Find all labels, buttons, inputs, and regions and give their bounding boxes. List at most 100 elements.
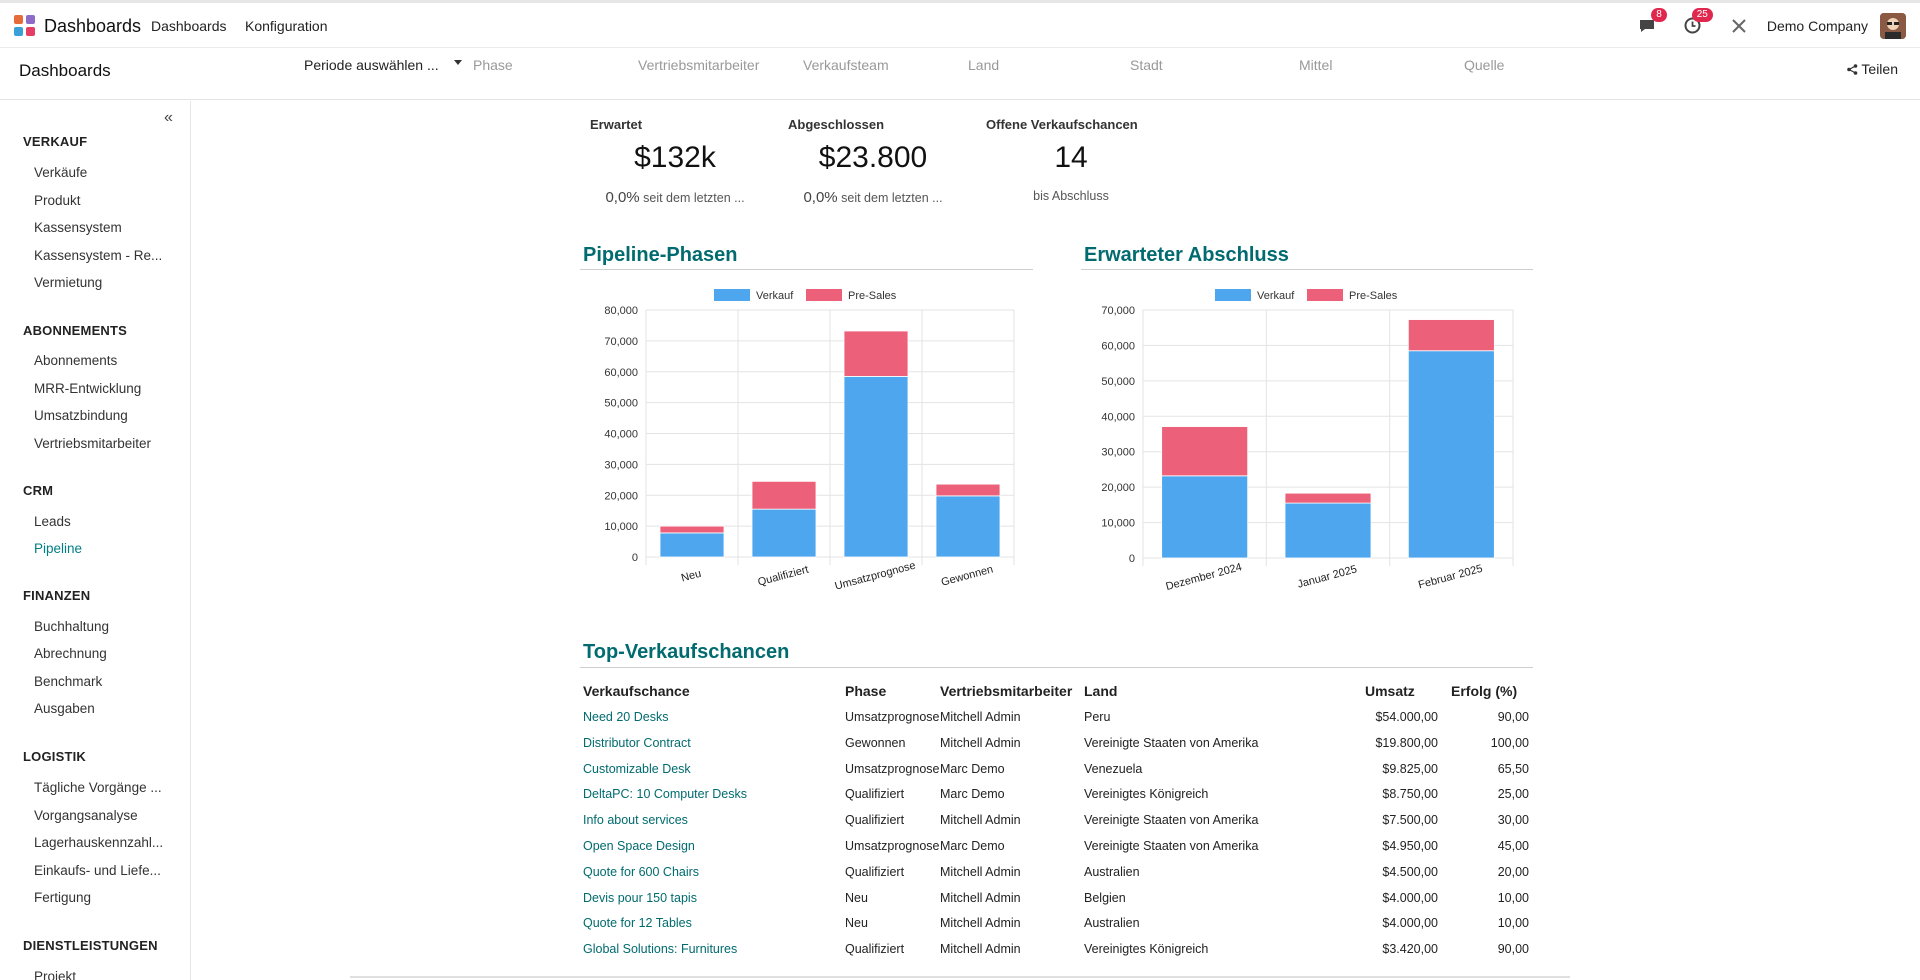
kpi-trend-pct: 0,0% (605, 189, 640, 206)
x-tick-label: Qualifiziert (757, 564, 810, 589)
section-title-pipeline: Pipeline-Phasen (583, 244, 738, 266)
col-header-land[interactable]: Land (1084, 683, 1118, 699)
dashboards-app-icon[interactable] (14, 15, 36, 37)
app-title[interactable]: Dashboards (44, 16, 142, 36)
sidebar-item-buchhaltung[interactable]: Buchhaltung (34, 619, 110, 634)
table-row[interactable]: Devis pour 150 tapis Neu Mitchell Admin Bel… (583, 891, 1533, 917)
bar-presales (659, 525, 725, 534)
sidebar-item-verkaeufe[interactable]: Verkäufe (34, 165, 88, 180)
legend-label: Verkauf (756, 290, 794, 302)
table-row[interactable]: Global Solutions: Furnitures Qualifiziert… (583, 942, 1533, 968)
y-tick-label: 20,000 (1101, 482, 1135, 494)
share-button[interactable]: Teilen (1846, 61, 1898, 77)
cell-country: Vereinigte Staaten von Amerika (1084, 813, 1259, 828)
activities-clock-icon[interactable]: 25 (1683, 7, 1713, 36)
y-tick-label: 60,000 (604, 367, 638, 379)
sidebar-item-mrr-entwicklung[interactable]: MRR-Entwicklung (34, 381, 142, 396)
table-row[interactable]: DeltaPC: 10 Computer Desks Qualifiziert Ma… (583, 787, 1533, 813)
sidebar-item-taegliche-vorgaenge[interactable]: Tägliche Vorgänge ... (34, 780, 162, 795)
sidebar-item-umsatzbindung[interactable]: Umsatzbindung (34, 408, 128, 423)
table-row[interactable]: Distributor Contract Gewonnen Mitchell Adm… (583, 736, 1533, 762)
filter-phase[interactable]: Phase (473, 57, 513, 73)
section-divider (580, 269, 1033, 270)
cell-revenue: $7.500,00 (1382, 813, 1438, 828)
bar-presales (843, 330, 909, 377)
bar-presales (1284, 492, 1372, 504)
chart-erwarteter-abschluss[interactable]: Verkauf Pre-Sales 0 10,000 20,000 30,000 40,00… (1081, 282, 1533, 612)
systray: 8 25 Demo Company (1637, 3, 1920, 48)
filter-quelle[interactable]: Quelle (1464, 57, 1505, 73)
sidebar-item-ausgaben[interactable]: Ausgaben (34, 701, 95, 716)
sidebar-item-abrechnung[interactable]: Abrechnung (34, 646, 107, 661)
bar-verkauf (843, 375, 909, 558)
kpi-trend-text: seit dem letzten ... (643, 191, 745, 205)
cell-opportunity[interactable]: Distributor Contract (583, 735, 691, 750)
kpi-value: $23.800 (818, 141, 928, 174)
sidebar-item-pipeline[interactable]: Pipeline (34, 541, 83, 556)
sidebar-item-projekt[interactable]: Projekt (34, 969, 77, 980)
legend-swatch-1 (1307, 289, 1343, 301)
sidebar-item-produkt[interactable]: Produkt (34, 193, 81, 208)
bar-verkauf (1407, 350, 1495, 559)
user-avatar[interactable] (1880, 12, 1906, 39)
cell-salesperson: Marc Demo (940, 761, 1005, 776)
bar-verkauf (1284, 502, 1372, 559)
col-header-umsatz[interactable]: Umsatz (1365, 683, 1415, 699)
y-tick-label: 40,000 (604, 429, 638, 441)
cell-opportunity[interactable]: Need 20 Desks (583, 710, 669, 724)
sidebar-item-fertigung[interactable]: Fertigung (34, 890, 92, 905)
table-row[interactable]: Info about services Qualifiziert Mitchell … (583, 813, 1533, 839)
cell-opportunity[interactable]: Quote for 12 Tables (583, 916, 692, 931)
filter-stadt[interactable]: Stadt (1130, 57, 1163, 73)
sidebar-item-vertriebsmitarbeiter[interactable]: Vertriebsmitarbeiter (34, 436, 152, 451)
cell-opportunity[interactable]: Global Solutions: Furnitures (583, 942, 738, 957)
cell-revenue: $4.500,00 (1382, 864, 1438, 879)
cell-revenue: $4.000,00 (1382, 890, 1438, 905)
sidebar-item-vermietung[interactable]: Vermietung (34, 275, 103, 290)
sidebar-item-benchmark[interactable]: Benchmark (34, 674, 103, 689)
menu-dashboards[interactable]: Dashboards (151, 18, 227, 34)
company-switcher[interactable]: Demo Company (1766, 17, 1868, 34)
cell-probability: 90,00 (1497, 942, 1529, 957)
chevron-down-icon[interactable] (454, 60, 462, 65)
col-header-phase[interactable]: Phase (845, 683, 887, 699)
debug-tools-icon[interactable] (1729, 16, 1749, 36)
cell-country: Peru (1084, 710, 1111, 724)
filter-verkaufsteam[interactable]: Verkaufsteam (803, 57, 889, 73)
sidebar-item-kassensystem[interactable]: Kassensystem (34, 220, 122, 235)
sidebar-item-abonnements[interactable]: Abonnements (34, 353, 118, 368)
sidebar-item-vorgangsanalyse[interactable]: Vorgangsanalyse (34, 808, 138, 823)
table-row[interactable]: Open Space Design Umsatzprognose Marc Demo… (583, 839, 1533, 865)
chart-pipeline-phasen[interactable]: Verkauf Pre-Sales 0 10,000 20,000 30,000 40,00… (580, 282, 1020, 612)
table-row[interactable]: Customizable Desk Umsatzprognose Marc Demo… (583, 762, 1533, 788)
sidebar-item-kassensystem-re[interactable]: Kassensystem - Re... (34, 248, 163, 263)
filter-land[interactable]: Land (968, 57, 1000, 73)
filter-vertriebsmitarbeiter[interactable]: Vertriebsmitarbeiter (638, 57, 760, 73)
cell-opportunity[interactable]: Info about services (583, 813, 688, 828)
table-row[interactable]: Quote for 600 Chairs Qualifiziert Mitchell… (583, 865, 1533, 891)
table-row[interactable]: Need 20 Desks Umsatzprognose Mitchell Admi… (583, 710, 1533, 736)
sidebar-item-einkaufs-und-liefer[interactable]: Einkaufs- und Liefe... (34, 863, 161, 878)
x-tick-label: Neu (680, 568, 703, 585)
cell-salesperson: Mitchell Admin (940, 942, 1021, 957)
sidebar-item-lagerhauskennzahlen[interactable]: Lagerhauskennzahl... (34, 835, 164, 850)
collapse-sidebar-icon[interactable]: « (164, 109, 173, 126)
sidebar-item-leads[interactable]: Leads (34, 514, 71, 529)
period-selector[interactable]: Periode auswählen ... (304, 57, 439, 73)
messages-icon[interactable]: 8 (1637, 7, 1667, 36)
cell-opportunity[interactable]: Customizable Desk (583, 761, 691, 776)
cell-revenue: $19.800,00 (1375, 735, 1438, 750)
breadcrumb: Dashboards (19, 61, 111, 80)
cell-country: Australien (1084, 916, 1140, 931)
table-row[interactable]: Quote for 12 Tables Neu Mitchell Admin Aust… (583, 916, 1533, 942)
col-header-vertriebsmitarbeiter[interactable]: Vertriebsmitarbeiter (940, 683, 1073, 699)
kpi-trend-pct: 0,0% (803, 189, 838, 206)
cell-opportunity[interactable]: Devis pour 150 tapis (583, 890, 697, 905)
menu-konfiguration[interactable]: Konfiguration (245, 18, 328, 34)
col-header-erfolg[interactable]: Erfolg (%) (1451, 683, 1518, 699)
cell-opportunity[interactable]: Quote for 600 Chairs (583, 864, 700, 879)
cell-opportunity[interactable]: DeltaPC: 10 Computer Desks (583, 787, 747, 802)
filter-mittel[interactable]: Mittel (1299, 57, 1333, 73)
col-header-verkaufschance[interactable]: Verkaufschance (583, 683, 690, 699)
cell-opportunity[interactable]: Open Space Design (583, 839, 695, 853)
